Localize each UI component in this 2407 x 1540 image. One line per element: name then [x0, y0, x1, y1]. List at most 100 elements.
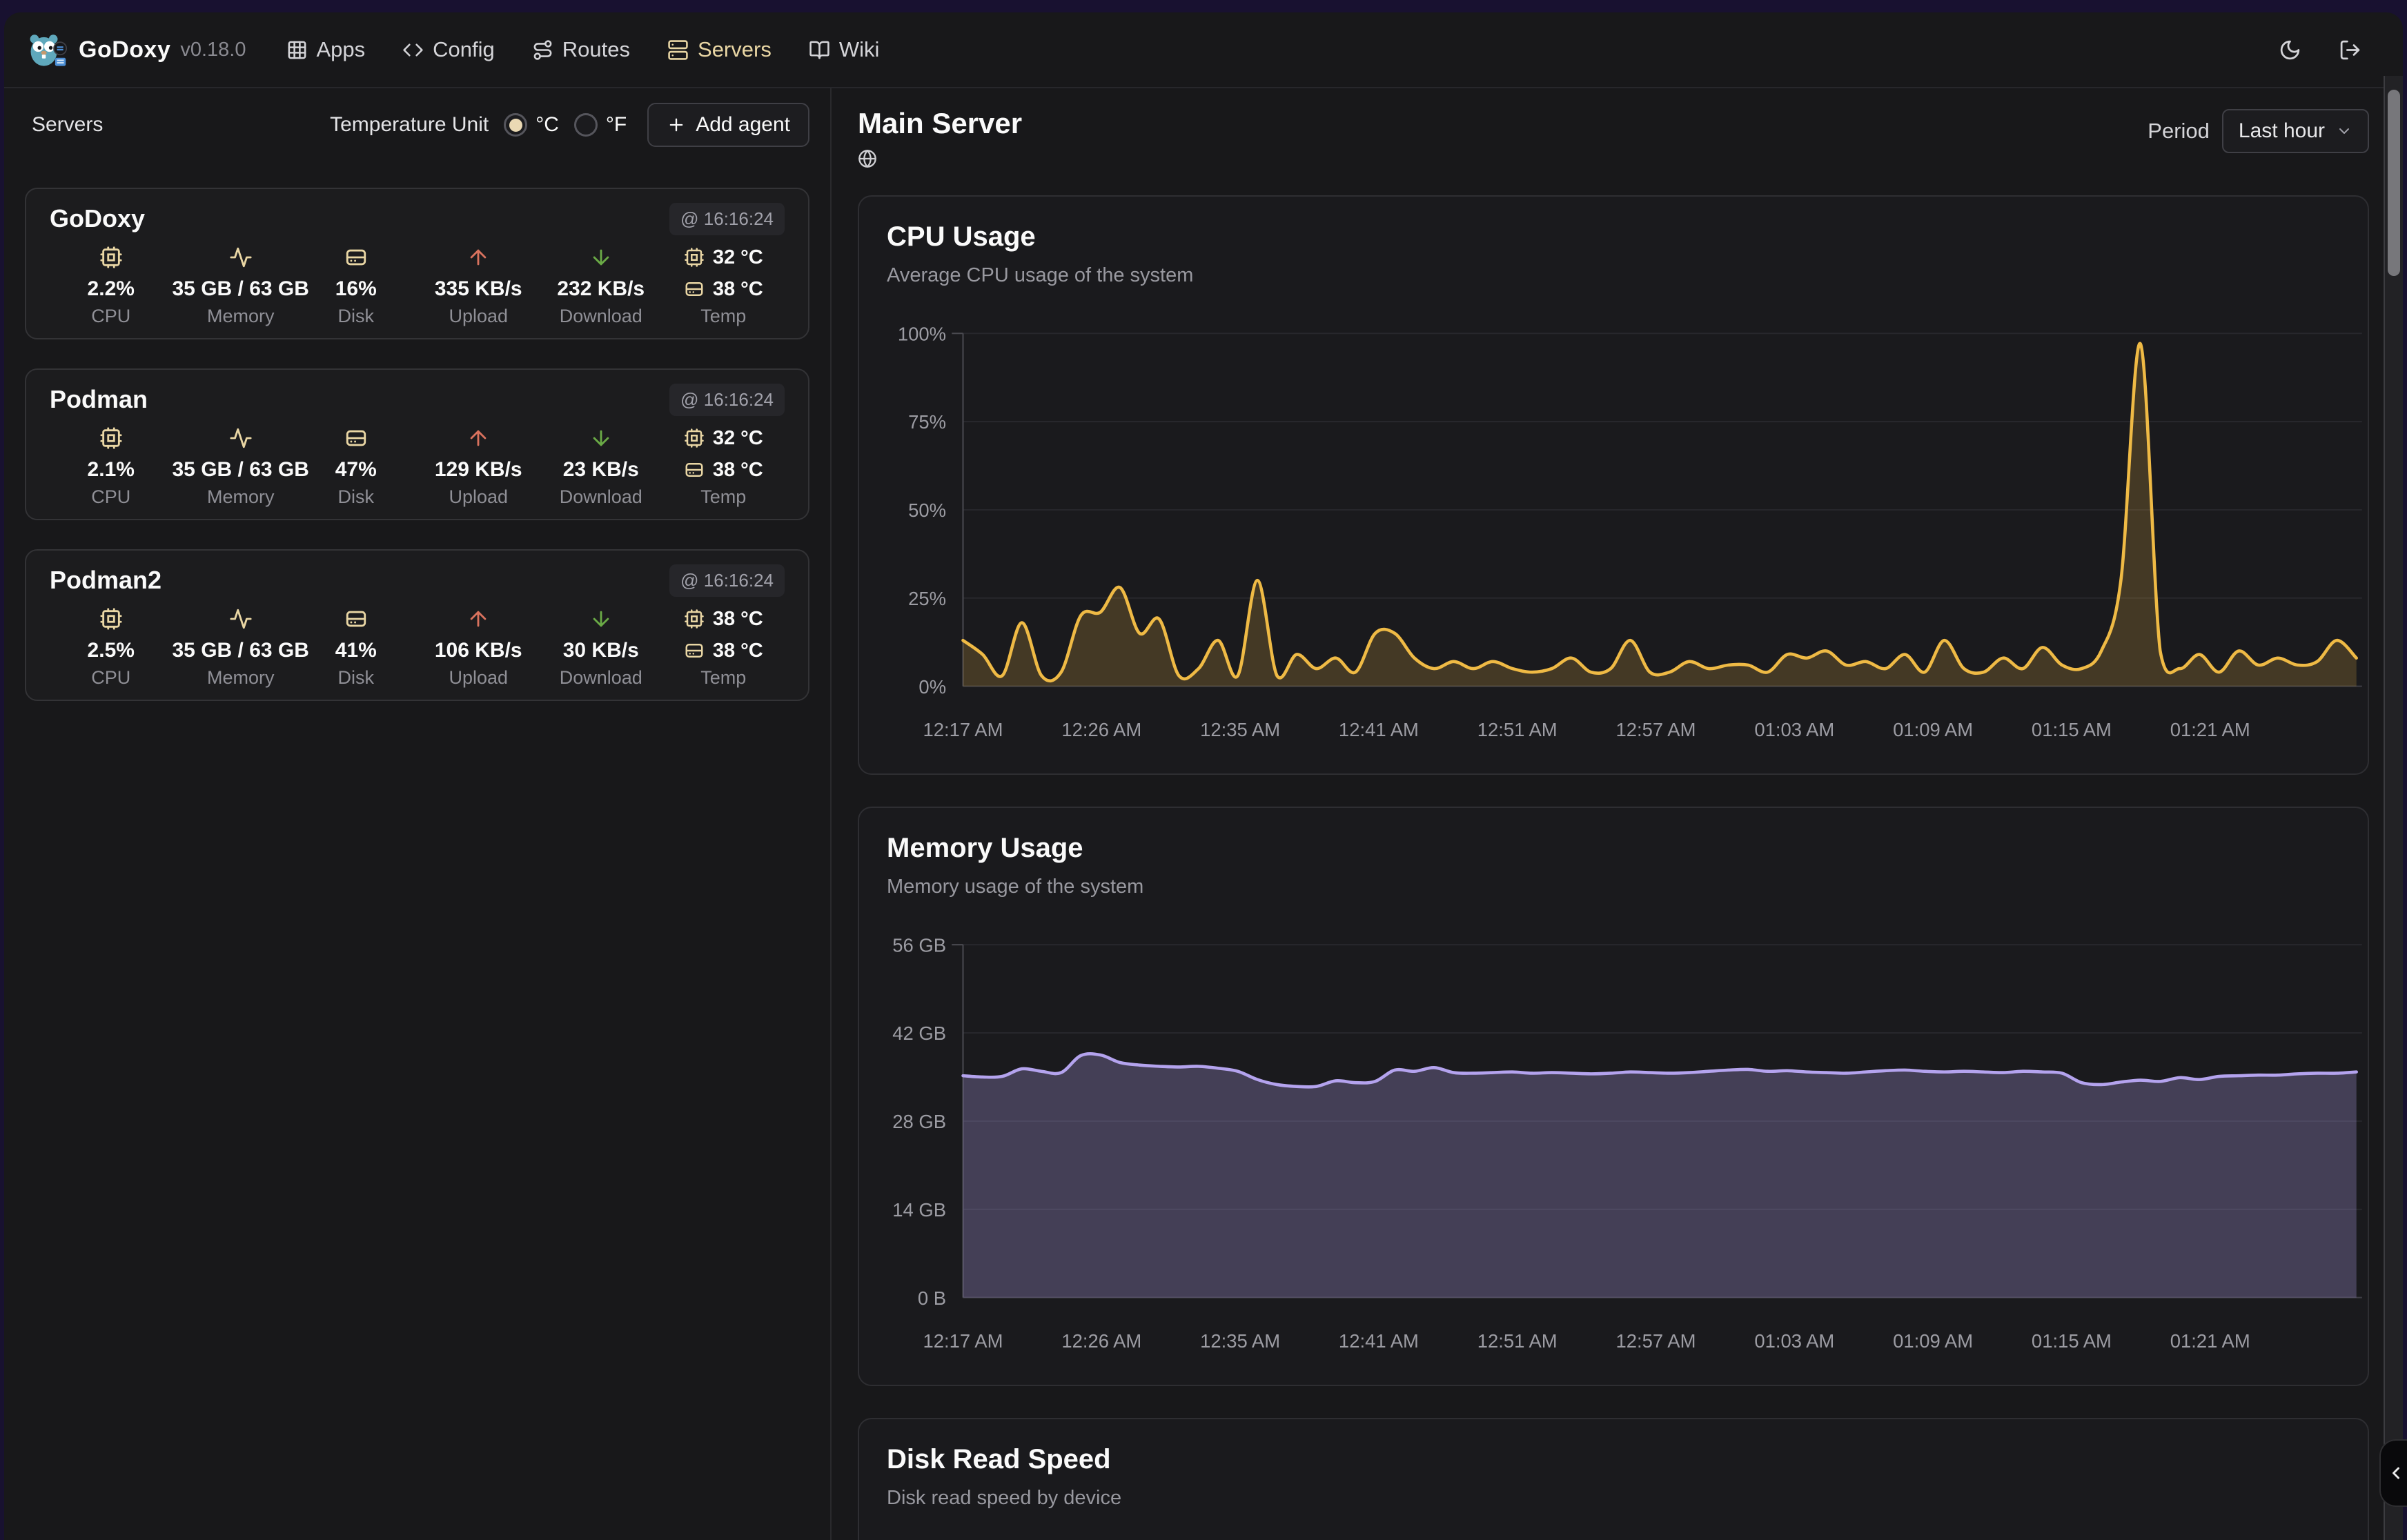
nav-item-routes[interactable]: Routes: [532, 37, 630, 62]
cpu-icon: [99, 607, 123, 631]
svg-text:42 GB: 42 GB: [892, 1023, 946, 1044]
temp-label: Temp: [700, 305, 747, 326]
activity-icon: [229, 246, 253, 269]
svg-text:12:57 AM: 12:57 AM: [1616, 1330, 1696, 1352]
cpu-icon: [685, 609, 704, 629]
server-timestamp: @ 16:16:24: [669, 383, 785, 416]
scrollbar-thumb[interactable]: [2388, 90, 2400, 276]
unit-celsius-radio[interactable]: °C: [504, 113, 559, 137]
nav-item-servers[interactable]: Servers: [667, 37, 772, 62]
drive-temp-row: 38 °C: [684, 459, 763, 482]
svg-text:12:51 AM: 12:51 AM: [1477, 1330, 1558, 1352]
svg-text:01:03 AM: 01:03 AM: [1754, 719, 1834, 740]
server-stats: 2.1% CPU 35 GB / 63 GB Memory 47% Disk 1…: [50, 422, 785, 508]
main-panel: Main Server Period Last hour CPU U: [832, 88, 2403, 1540]
collapse-panel-tab[interactable]: [2379, 1439, 2407, 1507]
memory-value: 35 GB / 63 GB: [172, 277, 309, 300]
godoxy-logo-icon: [30, 34, 68, 66]
sidebar-title: Servers: [32, 113, 104, 136]
nav-item-wiki[interactable]: Wiki: [809, 37, 879, 62]
svg-text:0 B: 0 B: [918, 1287, 946, 1309]
app-version: v0.18.0: [180, 38, 246, 61]
cpu-value: 2.1%: [87, 458, 135, 481]
svg-text:01:15 AM: 01:15 AM: [2032, 1330, 2112, 1352]
code-icon: [403, 43, 423, 57]
disk-read-speed-card: Disk Read Speed Disk read speed by devic…: [858, 1418, 2369, 1540]
period-value: Last hour: [2238, 119, 2325, 142]
add-agent-button[interactable]: Add agent: [647, 103, 809, 147]
server-card[interactable]: Podman2 @ 16:16:24 2.5% CPU 35 GB / 63 G…: [25, 549, 809, 701]
stat-download: 30 KB/s Download: [540, 603, 662, 689]
svg-text:12:41 AM: 12:41 AM: [1339, 1330, 1419, 1352]
book-icon: [809, 41, 829, 59]
memory-value: 35 GB / 63 GB: [172, 458, 309, 481]
server-stats: 2.5% CPU 35 GB / 63 GB Memory 41% Disk 1…: [50, 603, 785, 689]
server-card[interactable]: GoDoxy @ 16:16:24 2.2% CPU 35 GB / 63 GB…: [25, 188, 809, 339]
period-label: Period: [2148, 119, 2210, 143]
stat-upload: 129 KB/s Upload: [417, 422, 540, 508]
stat-memory: 35 GB / 63 GB Memory: [173, 422, 309, 508]
memory-label: Memory: [206, 667, 275, 688]
grid-icon: [288, 41, 306, 59]
plus-icon: [669, 118, 683, 132]
cpu-label: CPU: [91, 486, 131, 507]
globe-icon[interactable]: [858, 149, 1022, 172]
moon-icon[interactable]: [2279, 39, 2301, 61]
stat-cpu: 2.1% CPU: [50, 422, 173, 508]
svg-text:14 GB: 14 GB: [892, 1199, 946, 1221]
download-value: 30 KB/s: [562, 639, 639, 662]
memory-value: 35 GB / 63 GB: [172, 639, 309, 662]
svg-text:01:21 AM: 01:21 AM: [2170, 719, 2250, 740]
period-dropdown[interactable]: Last hour: [2221, 109, 2369, 153]
scrollbar-track[interactable]: [2384, 76, 2403, 1540]
drive-temp-row: 38 °C: [684, 640, 763, 662]
app-window: GoDoxy v0.18.0 Apps Config Routes Server…: [4, 12, 2403, 1540]
cpu-label: CPU: [91, 305, 131, 326]
chevron-down-icon: [2339, 128, 2349, 134]
temp-label: Temp: [700, 667, 747, 688]
arrow-up-icon: [466, 426, 490, 450]
cpu-temp-row: 32 °C: [684, 427, 763, 450]
stat-disk: 16% Disk: [295, 241, 417, 327]
hard-drive-icon: [344, 426, 368, 450]
temp-label: Temp: [700, 486, 747, 507]
server-name: Podman: [50, 385, 148, 413]
stat-memory: 35 GB / 63 GB Memory: [173, 603, 309, 689]
chart-title: Memory Usage: [887, 833, 1083, 864]
activity-icon: [229, 607, 253, 631]
stat-cpu: 2.2% CPU: [50, 241, 173, 327]
hard-drive-icon: [685, 282, 703, 296]
cpu-temp-value: 38 °C: [712, 607, 763, 630]
chart-title: Disk Read Speed: [887, 1444, 1111, 1475]
svg-text:28 GB: 28 GB: [892, 1111, 946, 1132]
disk-value: 41%: [335, 639, 377, 662]
drive-temp-row: 38 °C: [684, 278, 763, 301]
radio-unselected-icon: [573, 113, 598, 137]
stat-upload: 335 KB/s Upload: [417, 241, 540, 327]
cpu-temp-value: 32 °C: [712, 246, 763, 268]
svg-text:25%: 25%: [908, 588, 946, 609]
hard-drive-icon: [685, 463, 703, 477]
cpu-label: CPU: [91, 667, 131, 688]
temperature-unit-label: Temperature Unit: [330, 113, 489, 136]
upload-value: 129 KB/s: [434, 458, 522, 481]
cpu-icon: [99, 426, 123, 450]
unit-fahrenheit-radio[interactable]: °F: [573, 113, 627, 137]
server-card[interactable]: Podman @ 16:16:24 2.1% CPU 35 GB / 63 GB…: [25, 368, 809, 520]
chart-subtitle: Disk read speed by device: [887, 1487, 1122, 1510]
download-label: Download: [559, 305, 642, 326]
stat-temp: 32 °C 38 °C Temp: [662, 241, 785, 327]
cpu-icon: [685, 428, 704, 448]
disk-read-speed-chart: 1/2MB/s: [920, 1538, 946, 1540]
page-title: Main Server: [858, 107, 1023, 139]
hard-drive-icon: [685, 644, 703, 658]
nav-item-config[interactable]: Config: [402, 37, 495, 62]
servers-icon: [668, 39, 688, 60]
server-timestamp: @ 16:16:24: [669, 202, 785, 235]
logout-icon[interactable]: [2339, 39, 2361, 61]
stat-temp: 32 °C 38 °C Temp: [662, 422, 785, 508]
svg-text:12:35 AM: 12:35 AM: [1200, 719, 1280, 740]
nav-item-apps[interactable]: Apps: [286, 37, 365, 62]
arrow-up-icon: [466, 246, 490, 269]
svg-text:12:17 AM: 12:17 AM: [923, 719, 1003, 740]
